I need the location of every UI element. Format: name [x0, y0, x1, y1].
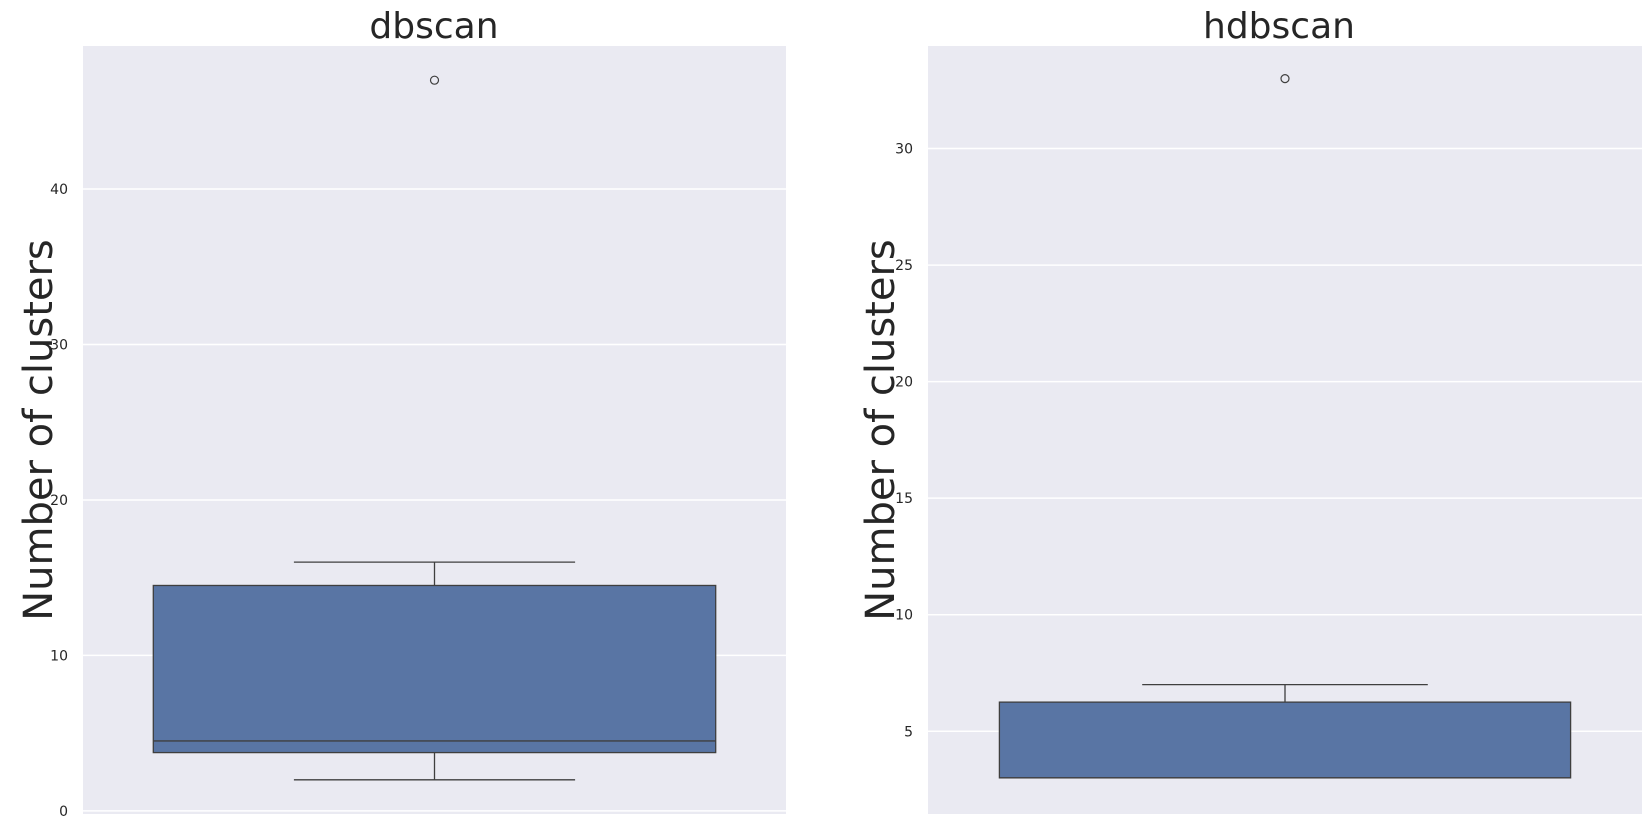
iqr-box — [998, 701, 1572, 779]
y-tick-label: 20 — [50, 493, 68, 509]
hdbscan-panel: 5 10 15 20 25 30 hdbscan Number of clusters — [858, 6, 1642, 814]
y-tick-label: 15 — [895, 491, 913, 507]
y-axis-label: Number of clusters — [858, 239, 904, 621]
y-tick-label: 0 — [59, 804, 68, 820]
outlier-point — [429, 75, 440, 85]
y-tick-label: 30 — [895, 142, 913, 158]
y-tick-label: 10 — [895, 608, 913, 624]
y-tick-label: 5 — [904, 724, 913, 740]
y-tick-label: 25 — [895, 258, 913, 274]
chart-title: dbscan — [369, 6, 498, 47]
chart-title: hdbscan — [1203, 6, 1355, 47]
y-axis-label: Number of clusters — [16, 239, 62, 621]
dbscan-panel: 0 10 20 30 40 dbscan Number of clusters — [16, 6, 786, 820]
y-tick-label: 20 — [895, 375, 913, 391]
outlier-point — [1280, 74, 1290, 84]
y-tick-label: 40 — [50, 182, 68, 198]
y-tick-label: 10 — [50, 648, 68, 664]
iqr-box — [152, 584, 717, 754]
y-tick-label: 30 — [50, 337, 68, 353]
